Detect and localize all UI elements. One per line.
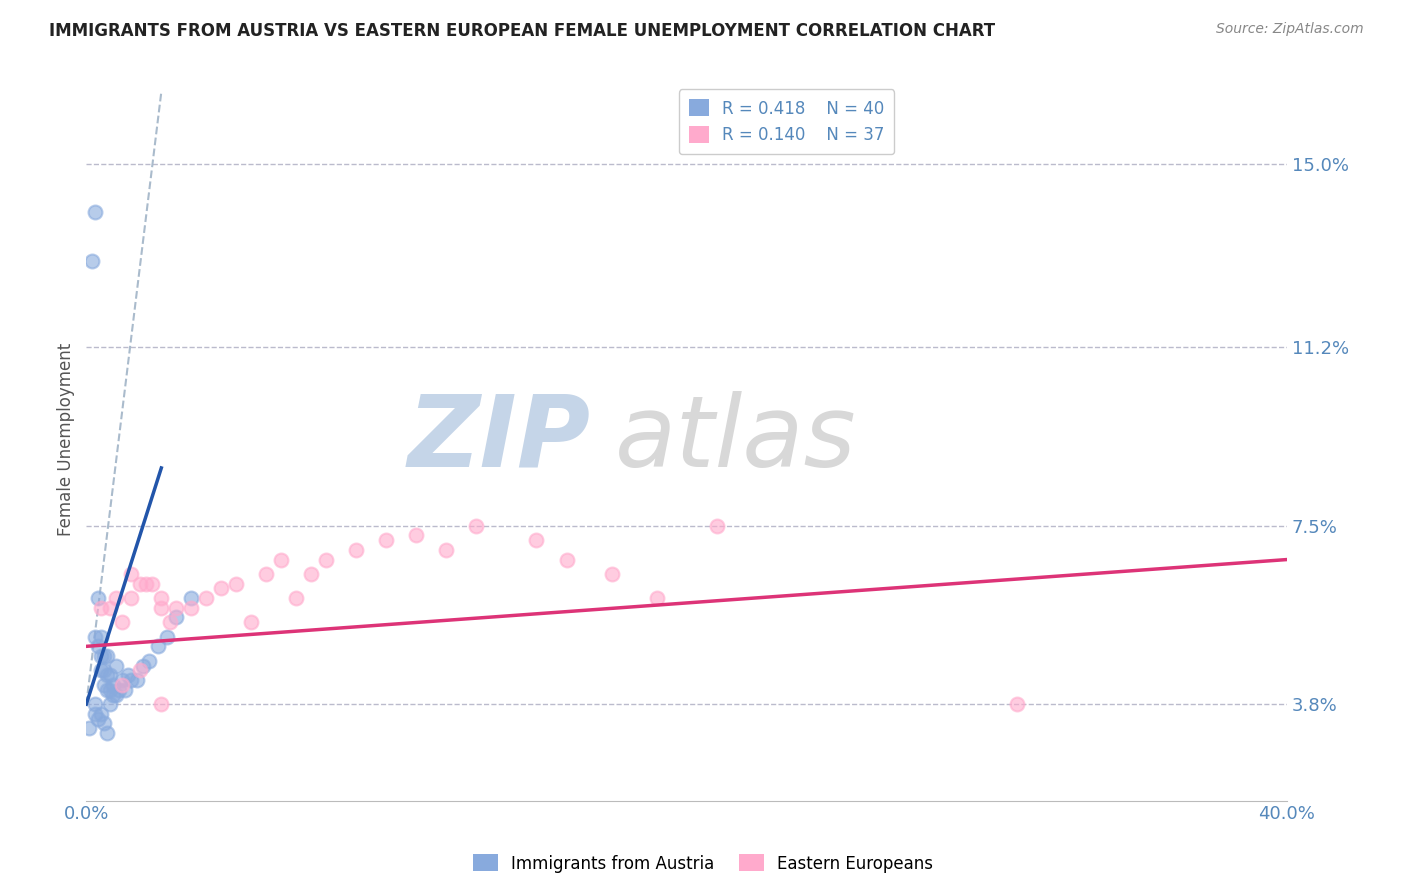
Point (105, 658, 128, 673)
Point (93, 678, 115, 692)
Point (1005, 697, 1028, 711)
Point (135, 576, 157, 591)
Point (111, 673, 134, 687)
Point (129, 664, 152, 678)
Point (105, 591, 128, 606)
Text: IMMIGRANTS FROM AUSTRIA VS EASTERN EUROPEAN FEMALE UNEMPLOYMENT CORRELATION CHAR: IMMIGRANTS FROM AUSTRIA VS EASTERN EUROP… (49, 22, 995, 40)
Point (600, 567, 623, 582)
Point (150, 697, 173, 711)
Legend: Immigrants from Austria, Eastern Europeans: Immigrants from Austria, Eastern Europea… (465, 847, 941, 880)
Point (114, 682, 136, 697)
Point (344, 542, 367, 557)
Point (526, 533, 548, 548)
Point (98, 600, 121, 615)
Point (159, 615, 181, 630)
Point (96, 682, 118, 697)
Point (138, 654, 160, 668)
Point (103, 688, 125, 702)
Point (111, 678, 134, 692)
Point (270, 552, 292, 566)
Point (156, 630, 179, 644)
Point (84, 630, 107, 644)
Point (165, 610, 187, 624)
Point (148, 640, 170, 654)
Y-axis label: Female Unemployment: Female Unemployment (58, 343, 75, 536)
Point (150, 591, 173, 606)
Point (93, 648, 115, 663)
Point (84, 205, 107, 219)
Point (96, 726, 118, 740)
Point (96, 668, 118, 682)
Point (96, 648, 118, 663)
Point (93, 664, 115, 678)
Point (82, 253, 104, 268)
Point (87, 640, 110, 654)
Point (79, 721, 101, 735)
Point (84, 697, 107, 711)
Point (117, 668, 139, 682)
Text: atlas: atlas (614, 391, 856, 488)
Point (98, 668, 121, 682)
Point (375, 533, 398, 548)
Point (436, 542, 458, 557)
Point (93, 716, 115, 731)
Point (706, 518, 728, 533)
Point (315, 552, 337, 566)
Point (465, 518, 488, 533)
Point (240, 615, 263, 630)
Text: Source: ZipAtlas.com: Source: ZipAtlas.com (1216, 22, 1364, 37)
Text: ZIP: ZIP (408, 391, 591, 488)
Point (90, 600, 112, 615)
Point (84, 706, 107, 721)
Point (150, 600, 173, 615)
Point (90, 706, 112, 721)
Point (90, 648, 112, 663)
Point (645, 591, 668, 606)
Point (120, 673, 142, 687)
Point (98, 697, 121, 711)
Point (108, 682, 131, 697)
Point (254, 567, 277, 582)
Point (87, 712, 110, 726)
Point (111, 615, 134, 630)
Point (87, 591, 110, 606)
Point (90, 630, 112, 644)
Point (195, 591, 218, 606)
Point (132, 658, 155, 673)
Legend: R = 0.418    N = 40, R = 0.140    N = 37: R = 0.418 N = 40, R = 0.140 N = 37 (679, 89, 894, 154)
Point (127, 673, 149, 687)
Point (98, 682, 121, 697)
Point (285, 591, 308, 606)
Point (299, 567, 322, 582)
Point (90, 664, 112, 678)
Point (165, 600, 187, 615)
Point (129, 576, 152, 591)
Point (141, 576, 163, 591)
Point (209, 582, 232, 596)
Point (120, 567, 142, 582)
Point (180, 591, 202, 606)
Point (555, 552, 578, 566)
Point (225, 576, 247, 591)
Point (103, 678, 125, 692)
Point (180, 600, 202, 615)
Point (105, 688, 128, 702)
Point (405, 528, 427, 542)
Point (120, 591, 142, 606)
